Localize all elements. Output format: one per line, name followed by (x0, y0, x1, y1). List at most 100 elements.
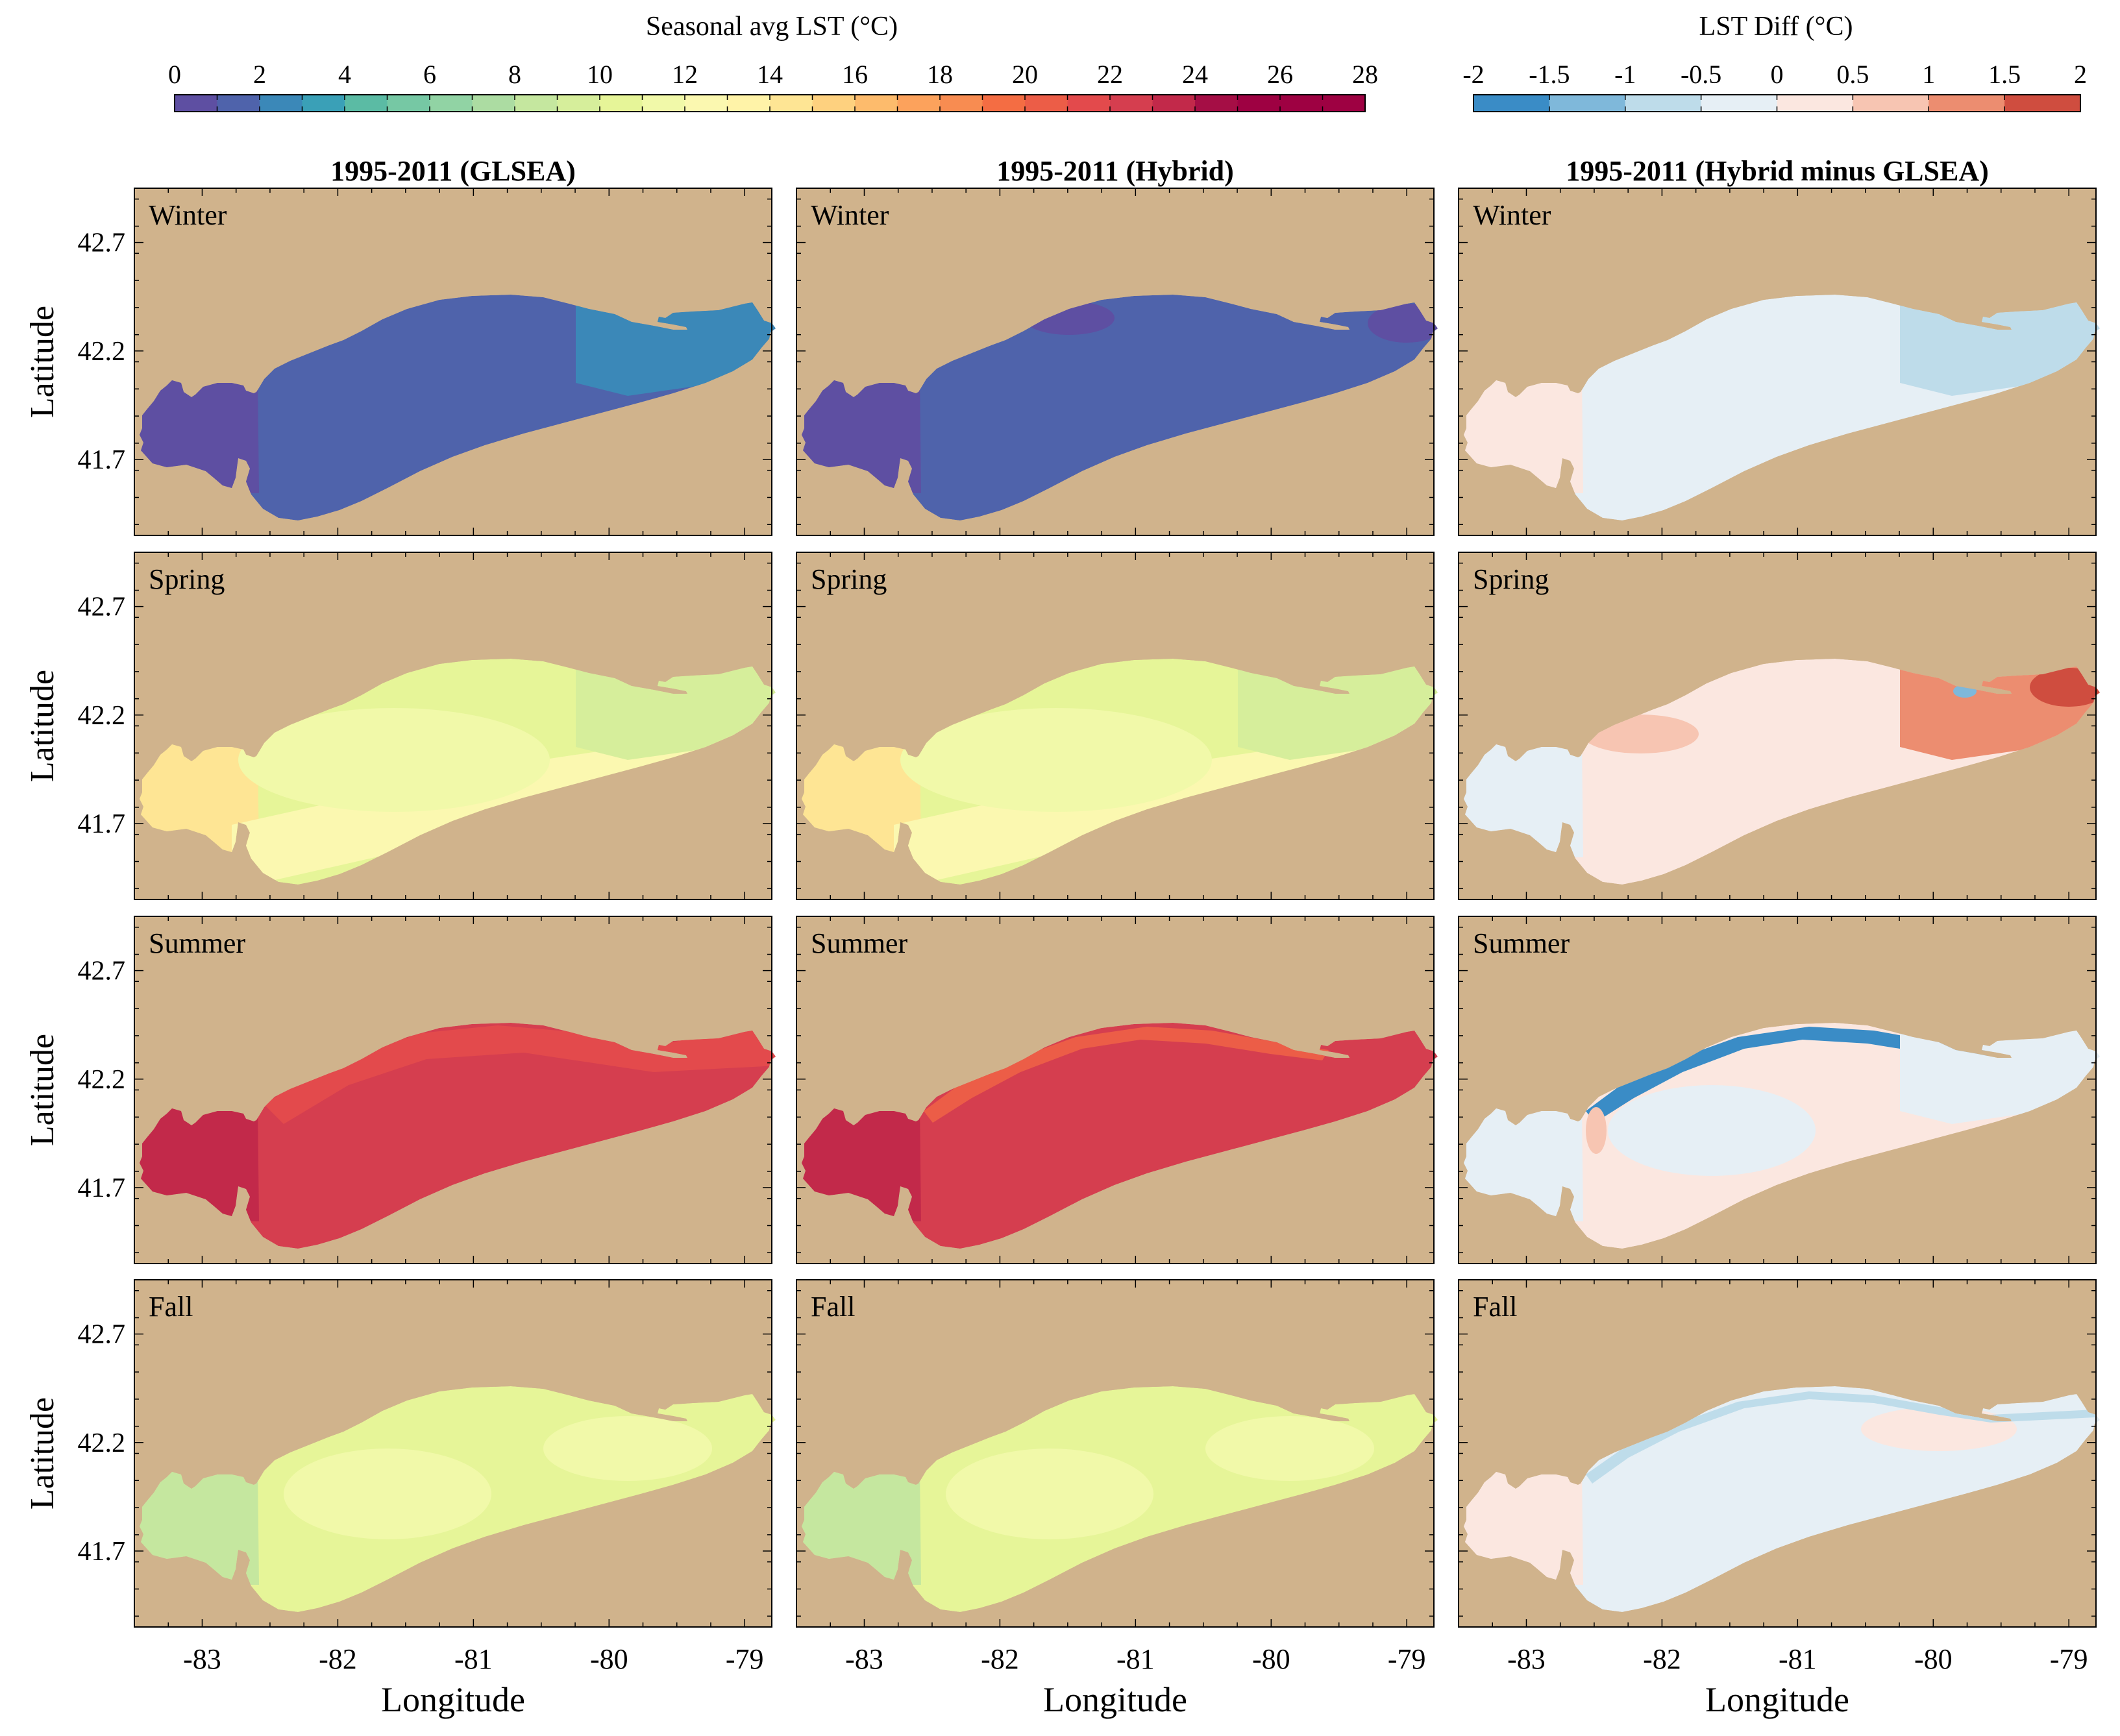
column-title-2: 1995-2011 (Hybrid minus GLSEA) (1566, 155, 1989, 187)
season-label: Winter (1473, 199, 1551, 231)
lake-patch (1464, 742, 1583, 857)
season-label: Fall (811, 1291, 855, 1323)
y-tick-label: 42.2 (78, 1065, 126, 1095)
lst-colorbar-swatch (1280, 95, 1324, 112)
season-label: Summer (149, 927, 245, 959)
lst-colorbar-swatch (940, 95, 983, 112)
lst-colorbar-swatch (472, 95, 515, 112)
lst-colorbar-tick-label: 22 (1097, 60, 1123, 89)
y-tick-label: 42.7 (78, 1320, 126, 1350)
lst-colorbar-swatch (260, 95, 303, 112)
lst-colorbar-tick-label: 26 (1267, 60, 1293, 89)
lake-surface (802, 659, 1438, 885)
lst-colorbar-swatch (217, 95, 260, 112)
map-panel: Fall -83 -82 -81 -80 -79 Longitude (1458, 1279, 2100, 1719)
diff-colorbar-tick-label: -1 (1614, 60, 1636, 89)
diff-colorbar-swatch (1777, 95, 1853, 112)
lst-colorbar-tick-label: 8 (508, 60, 521, 89)
diff-colorbar-tick-label: 0.5 (1836, 60, 1869, 89)
lake-patch (1464, 1106, 1583, 1221)
lst-colorbar-tick-label: 18 (927, 60, 953, 89)
y-tick-label: 42.7 (78, 228, 126, 258)
lake-surface (140, 295, 776, 520)
lst-colorbar-swatch (1237, 95, 1281, 112)
lake-patch (1464, 1469, 1583, 1585)
lst-colorbar-tick-label: 0 (168, 60, 181, 89)
y-tick-label: 42.7 (78, 957, 126, 986)
lake-patch (140, 1469, 259, 1585)
diff-colorbar-swatch (2004, 95, 2081, 112)
lake-patch (140, 1106, 259, 1221)
diff-colorbar-swatch (1625, 95, 1702, 112)
diff-colorbar-tick-label: -0.5 (1681, 60, 1721, 89)
x-axis-title: Longitude (381, 1680, 525, 1719)
lst-colorbar-swatch (1110, 95, 1153, 112)
lake-patch (543, 1416, 712, 1481)
x-axis-title: Longitude (1705, 1680, 1849, 1719)
lake-patch (802, 1469, 921, 1585)
season-label: Summer (811, 927, 907, 959)
diff-colorbar-swatch (1701, 95, 1778, 112)
lst-colorbar-tick-label: 2 (253, 60, 266, 89)
x-tick-label: -80 (1914, 1643, 1953, 1675)
season-label: Winter (811, 199, 889, 231)
x-tick-label: -80 (1252, 1643, 1290, 1675)
x-tick-label: -79 (726, 1643, 764, 1675)
lake-patch (284, 1449, 491, 1539)
map-panel: Fall -83 -82 -81 -80 -79 Longitude (796, 1279, 1438, 1719)
diff-colorbar-swatch (1549, 95, 1626, 112)
map-panel: Winter (796, 188, 1438, 536)
map-panel: Spring (796, 552, 1438, 900)
x-tick-label: -83 (1507, 1643, 1546, 1675)
lst-colorbar-swatch (1152, 95, 1196, 112)
map-panel: Fall 41.7 42.2 42.7 Latitude -83 -82 -81 -80 -79 L… (24, 1279, 776, 1719)
x-tick-label: -81 (1779, 1643, 1817, 1675)
diff-colorbar-tick-label: -2 (1462, 60, 1484, 89)
map-panel: Summer 41.7 42.2 42.7 Latitude (24, 916, 776, 1264)
x-tick-label: -80 (590, 1643, 628, 1675)
lst-colorbar-swatch (727, 95, 770, 112)
lake-surface (1464, 1023, 2100, 1249)
season-label: Spring (149, 563, 225, 595)
season-label: Fall (149, 1291, 193, 1323)
diff-colorbar-title: LST Diff (°C) (1699, 12, 1853, 42)
lst-colorbar-swatch (1322, 95, 1366, 112)
y-tick-label: 42.2 (78, 701, 126, 731)
lst-colorbar-tick-label: 16 (842, 60, 868, 89)
lst-colorbar-swatch (1067, 95, 1111, 112)
diff-colorbar-tick-label: 1 (1922, 60, 1935, 89)
lst-colorbar-tick-label: 14 (757, 60, 783, 89)
lst-colorbar-swatch (557, 95, 600, 112)
lst-colorbar-tick-label: 4 (338, 60, 351, 89)
lake-surface (802, 1023, 1438, 1249)
lake-patch (802, 378, 921, 493)
diff-colorbar-tick-label: 0 (1771, 60, 1784, 89)
lst-colorbar-swatch (600, 95, 643, 112)
lake-patch (924, 1027, 1329, 1123)
lake-surface (1464, 295, 2100, 520)
lake-surface (140, 659, 776, 885)
lake-patch (1608, 1085, 1816, 1176)
y-axis-title: Latitude (24, 1397, 61, 1510)
diff-colorbar-tick-label: -1.5 (1529, 60, 1570, 89)
season-label: Winter (149, 199, 227, 231)
lst-colorbar-swatch (855, 95, 898, 112)
lake-patch (1238, 661, 1438, 760)
y-tick-label: 42.2 (78, 1428, 126, 1458)
map-panel: Spring (1458, 552, 2100, 900)
lst-colorbar-swatch (1025, 95, 1068, 112)
x-tick-label: -82 (981, 1643, 1019, 1675)
lake-patch (576, 661, 776, 760)
x-tick-label: -83 (183, 1643, 221, 1675)
y-tick-label: 41.7 (78, 1537, 126, 1567)
y-tick-label: 41.7 (78, 809, 126, 839)
lst-colorbar-swatch (770, 95, 813, 112)
lake-patch (238, 708, 550, 812)
diff-colorbar-tick-label: 1.5 (1988, 60, 2021, 89)
season-label: Spring (811, 563, 887, 595)
lst-colorbar-swatch (175, 95, 218, 112)
y-axis-title: Latitude (24, 306, 61, 418)
diff-colorbar-swatch (1473, 95, 1550, 112)
diff-colorbar-swatch (1853, 95, 1929, 112)
